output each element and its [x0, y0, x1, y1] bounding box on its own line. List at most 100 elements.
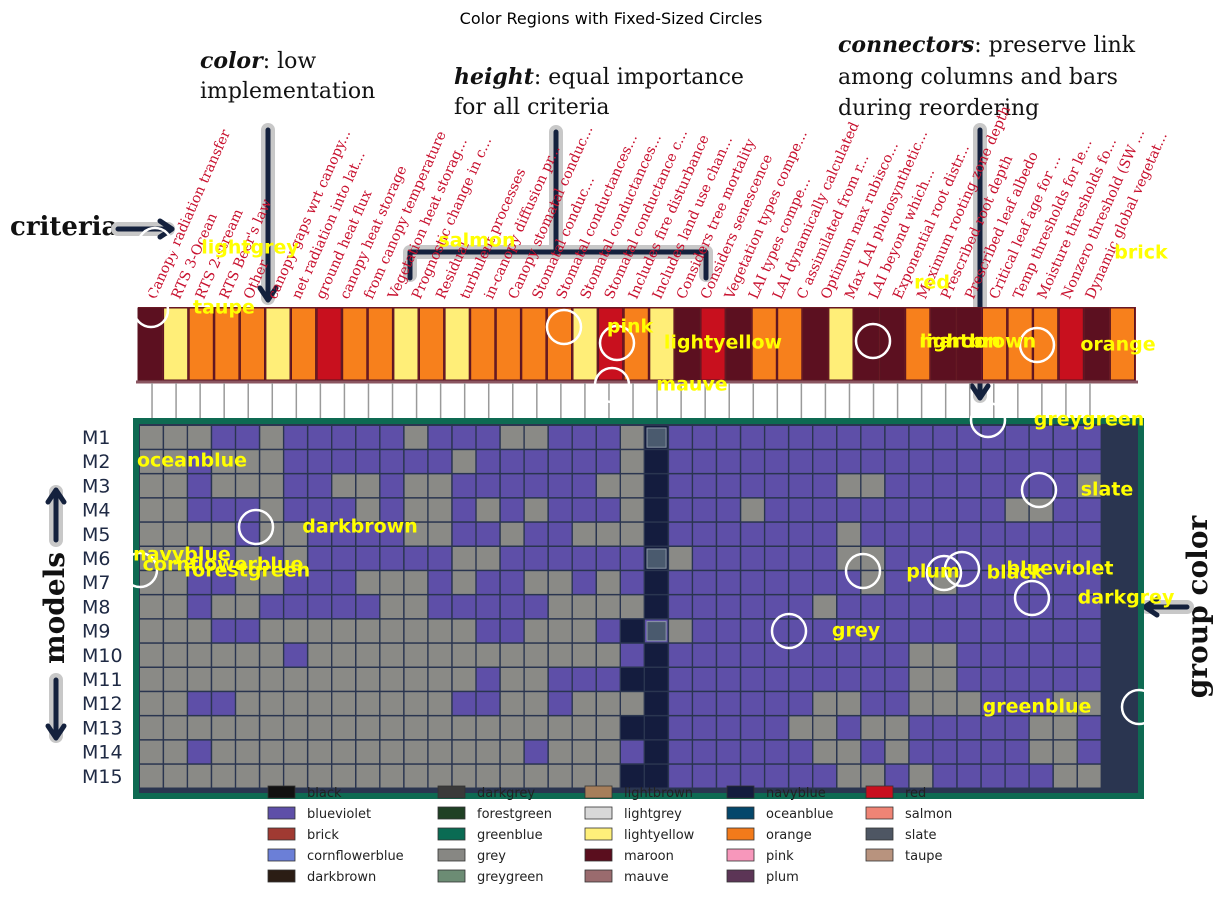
legend-swatch — [267, 869, 296, 883]
matrix-cell — [597, 595, 620, 619]
matrix-cell — [645, 522, 668, 546]
group-bar — [367, 307, 393, 381]
matrix-cell — [428, 547, 452, 570]
matrix-cell — [140, 522, 163, 546]
matrix-cell — [380, 474, 404, 498]
legend-swatch — [584, 806, 613, 820]
matrix-cell — [356, 668, 380, 691]
matrix-cell — [693, 740, 716, 764]
matrix-cell — [308, 619, 331, 643]
matrix-cell — [476, 595, 500, 619]
matrix-cell — [909, 740, 933, 764]
matrix-cell — [741, 716, 764, 740]
matrix-cell — [356, 522, 380, 546]
matrix-cell — [957, 764, 981, 788]
matrix-cell — [597, 522, 620, 546]
matrix-cell — [621, 595, 644, 619]
matrix-cell — [548, 619, 572, 643]
matrix-cell — [332, 547, 355, 570]
matrix-cell — [380, 619, 404, 643]
matrix-cell — [212, 498, 235, 522]
matrix-cell — [693, 571, 716, 594]
legend-swatch — [267, 785, 296, 799]
matrix-cell — [380, 764, 404, 788]
group-color-bars — [136, 307, 1138, 384]
matrix-cell — [452, 450, 476, 473]
matrix-cell — [933, 498, 957, 522]
matrix-cell — [981, 668, 1005, 691]
matrix-cell — [933, 595, 957, 619]
matrix-cell — [837, 450, 861, 473]
matrix-cell — [428, 740, 452, 764]
matrix-cell — [789, 522, 812, 546]
matrix-cell — [669, 474, 692, 498]
matrix-cell — [572, 619, 596, 643]
matrix-cell — [260, 571, 283, 594]
legend-label: lightgrey — [624, 807, 682, 822]
matrix-cell — [1029, 764, 1053, 788]
matrix-cell — [212, 668, 235, 691]
region-circle — [132, 291, 170, 329]
legend-swatch — [865, 848, 894, 862]
matrix-cell — [548, 692, 572, 715]
matrix-cell — [861, 595, 885, 619]
matrix-cell — [933, 764, 957, 788]
group-bar — [163, 307, 189, 381]
matrix-cell — [765, 619, 788, 643]
legend-swatch — [726, 848, 755, 862]
matrix-cell — [284, 547, 307, 570]
matrix-cell — [981, 474, 1005, 498]
matrix-cell — [524, 450, 548, 473]
matrix-cell — [957, 740, 981, 764]
legend-label: greenblue — [477, 828, 543, 843]
matrix-cell — [1078, 498, 1101, 522]
matrix-cell — [380, 522, 404, 546]
matrix-cell — [140, 716, 163, 740]
matrix-cell — [597, 643, 620, 667]
matrix-cell — [1053, 668, 1077, 691]
region-circle — [121, 551, 159, 589]
matrix-cell — [332, 692, 355, 715]
annotation-arrows — [45, 123, 1194, 743]
matrix-cell — [164, 643, 187, 667]
matrix-cell — [140, 619, 163, 643]
region-label: slate — [1081, 479, 1134, 501]
group-bar — [495, 307, 521, 381]
matrix-cell — [188, 426, 211, 449]
matrix-cell — [837, 740, 861, 764]
region-circle — [237, 508, 275, 546]
region-circle — [1020, 471, 1058, 509]
model-label: M1 — [82, 427, 110, 449]
matrix-cell — [380, 450, 404, 473]
matrix-cell — [1053, 474, 1077, 498]
matrix-cell — [789, 619, 812, 643]
matrix-cell — [380, 498, 404, 522]
matrix-cell — [188, 643, 211, 667]
matrix-cell — [885, 474, 909, 498]
matrix-cell — [188, 692, 211, 715]
matrix-cell — [308, 426, 331, 449]
matrix-cell — [765, 571, 788, 594]
matrix-cell — [1053, 426, 1077, 449]
matrix-cell — [621, 498, 644, 522]
matrix-cell — [813, 547, 836, 570]
region-circle — [593, 366, 631, 404]
matrix-cell — [1005, 426, 1029, 449]
matrix-cell — [260, 595, 283, 619]
matrix-cell — [164, 522, 187, 546]
matrix-cell — [380, 643, 404, 667]
color-annotation-rest: : low — [263, 49, 317, 74]
matrix-cell — [188, 571, 211, 594]
matrix-cell — [597, 474, 620, 498]
matrix-cell — [813, 522, 836, 546]
matrix-cell — [837, 668, 861, 691]
legend-label: navyblue — [766, 786, 826, 801]
matrix-cell — [669, 426, 692, 449]
group-bar — [265, 307, 291, 381]
matrix-cell — [1029, 498, 1053, 522]
matrix-cell — [548, 498, 572, 522]
matrix-cell — [260, 668, 283, 691]
matrix-cell — [404, 740, 428, 764]
matrix-cell — [717, 619, 740, 643]
matrix-cell — [837, 764, 861, 788]
